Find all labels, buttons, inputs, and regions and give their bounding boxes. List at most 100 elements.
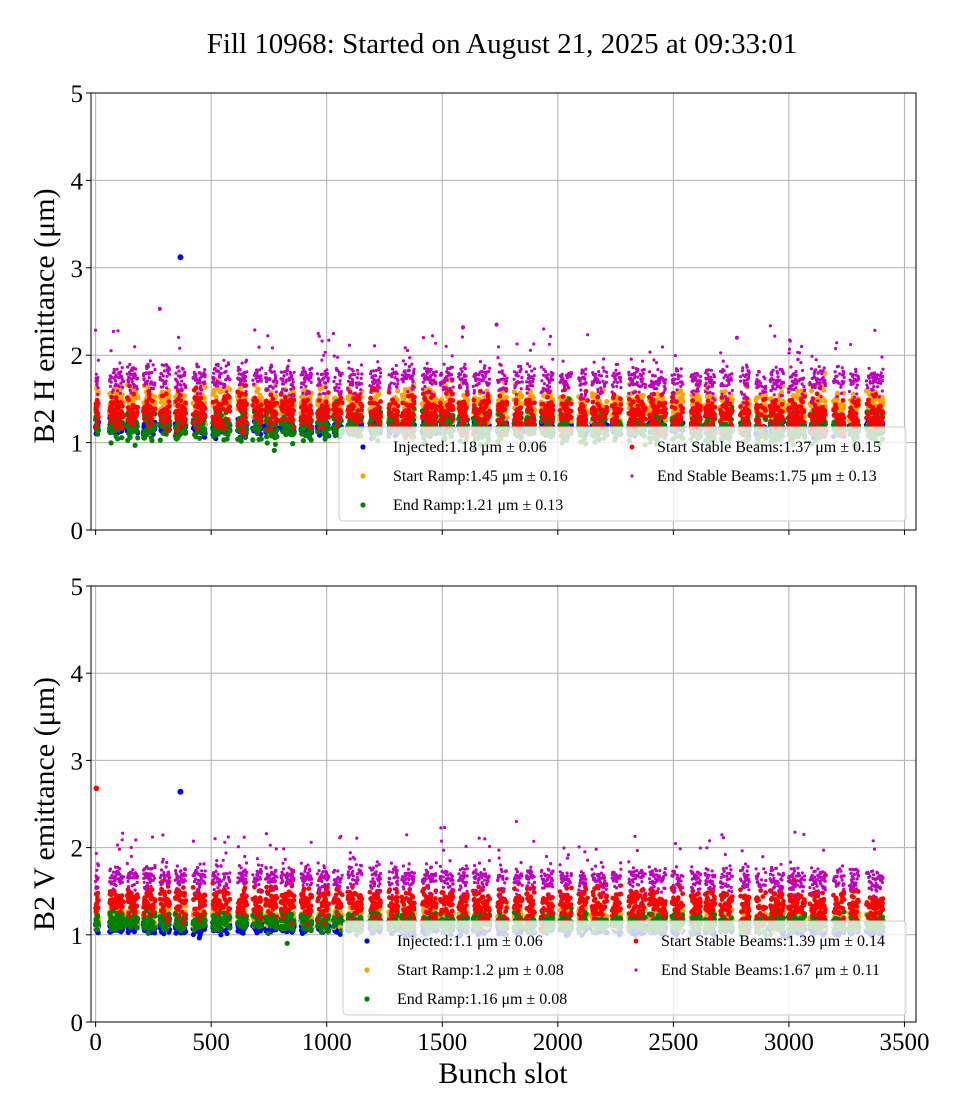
data-point bbox=[166, 399, 172, 404]
data-point bbox=[211, 434, 217, 440]
data-point bbox=[274, 434, 280, 440]
data-point bbox=[255, 386, 261, 392]
data-point bbox=[503, 394, 509, 400]
data-point bbox=[258, 402, 264, 408]
data-point bbox=[264, 412, 269, 417]
data-point bbox=[152, 406, 158, 412]
data-point bbox=[134, 428, 140, 434]
data-point bbox=[194, 426, 200, 431]
data-point bbox=[150, 428, 156, 434]
data-point bbox=[315, 429, 321, 435]
data-point bbox=[841, 402, 847, 408]
data-point bbox=[244, 401, 249, 407]
data-point bbox=[182, 419, 188, 425]
data-point bbox=[258, 418, 264, 423]
data-point bbox=[822, 421, 829, 427]
data-point bbox=[95, 401, 101, 406]
data-point bbox=[250, 437, 256, 443]
data-point bbox=[244, 420, 250, 426]
data-point bbox=[127, 434, 133, 440]
data-point bbox=[604, 399, 610, 405]
data-point bbox=[166, 409, 172, 415]
data-point bbox=[822, 398, 828, 404]
data-point bbox=[202, 414, 208, 419]
data-point bbox=[808, 388, 815, 394]
data-point bbox=[183, 400, 188, 406]
data-point bbox=[223, 400, 229, 406]
data-point bbox=[218, 417, 224, 423]
data-point bbox=[149, 438, 155, 444]
data-point bbox=[166, 403, 172, 409]
data-point bbox=[273, 411, 279, 417]
data-point bbox=[250, 403, 256, 408]
data-point bbox=[182, 430, 189, 436]
data-point bbox=[395, 388, 401, 394]
data-point bbox=[680, 398, 686, 405]
data-point bbox=[135, 395, 141, 401]
data-point bbox=[274, 427, 280, 433]
data-point bbox=[258, 436, 264, 442]
data-point bbox=[290, 441, 296, 447]
data-point bbox=[257, 425, 263, 431]
data-point bbox=[112, 425, 118, 431]
data-point bbox=[143, 417, 149, 422]
data-point bbox=[272, 441, 278, 447]
data-point bbox=[274, 417, 280, 423]
data-point bbox=[239, 421, 245, 427]
data-point bbox=[274, 400, 280, 406]
data-point bbox=[254, 398, 260, 404]
data-point bbox=[300, 438, 306, 444]
data-point bbox=[197, 435, 203, 441]
data-point bbox=[243, 415, 249, 421]
outlier-point bbox=[177, 254, 184, 261]
data-point bbox=[119, 435, 125, 441]
data-point bbox=[193, 385, 199, 391]
data-point bbox=[126, 397, 132, 403]
data-point bbox=[519, 393, 525, 399]
scatter-points bbox=[93, 254, 886, 453]
data-point bbox=[202, 426, 208, 432]
data-point bbox=[95, 420, 100, 425]
data-point bbox=[157, 437, 163, 443]
data-point bbox=[267, 420, 272, 426]
data-point bbox=[332, 433, 338, 439]
data-point bbox=[326, 426, 332, 432]
data-point bbox=[135, 435, 141, 441]
data-point bbox=[221, 422, 227, 428]
data-point bbox=[202, 406, 208, 411]
data-point bbox=[271, 447, 277, 453]
data-point bbox=[268, 426, 274, 432]
data-point bbox=[163, 391, 169, 397]
data-point bbox=[680, 392, 686, 398]
data-point bbox=[178, 398, 184, 404]
figure-title: Fill 10968: Started on August 21, 2025 a… bbox=[207, 28, 797, 60]
data-point bbox=[226, 394, 232, 400]
data-point bbox=[225, 417, 231, 422]
data-point bbox=[223, 426, 229, 432]
data-point bbox=[182, 393, 188, 399]
data-point bbox=[166, 427, 172, 432]
data-point bbox=[149, 419, 155, 424]
data-point bbox=[120, 403, 125, 409]
data-point bbox=[120, 425, 126, 431]
data-point bbox=[173, 428, 179, 434]
data-point bbox=[96, 414, 101, 420]
data-point bbox=[130, 422, 136, 427]
data-point bbox=[148, 415, 154, 420]
data-point bbox=[240, 431, 246, 437]
data-point bbox=[135, 405, 141, 410]
data-point bbox=[202, 431, 208, 437]
data-point bbox=[242, 407, 248, 413]
data-point bbox=[121, 414, 126, 419]
data-point bbox=[241, 427, 246, 432]
data-point bbox=[280, 417, 286, 422]
data-point bbox=[821, 387, 827, 393]
data-point bbox=[198, 395, 204, 401]
data-point bbox=[270, 396, 276, 402]
data-point bbox=[152, 394, 158, 400]
data-point bbox=[134, 410, 140, 415]
data-point bbox=[291, 430, 297, 436]
data-point bbox=[289, 402, 295, 408]
